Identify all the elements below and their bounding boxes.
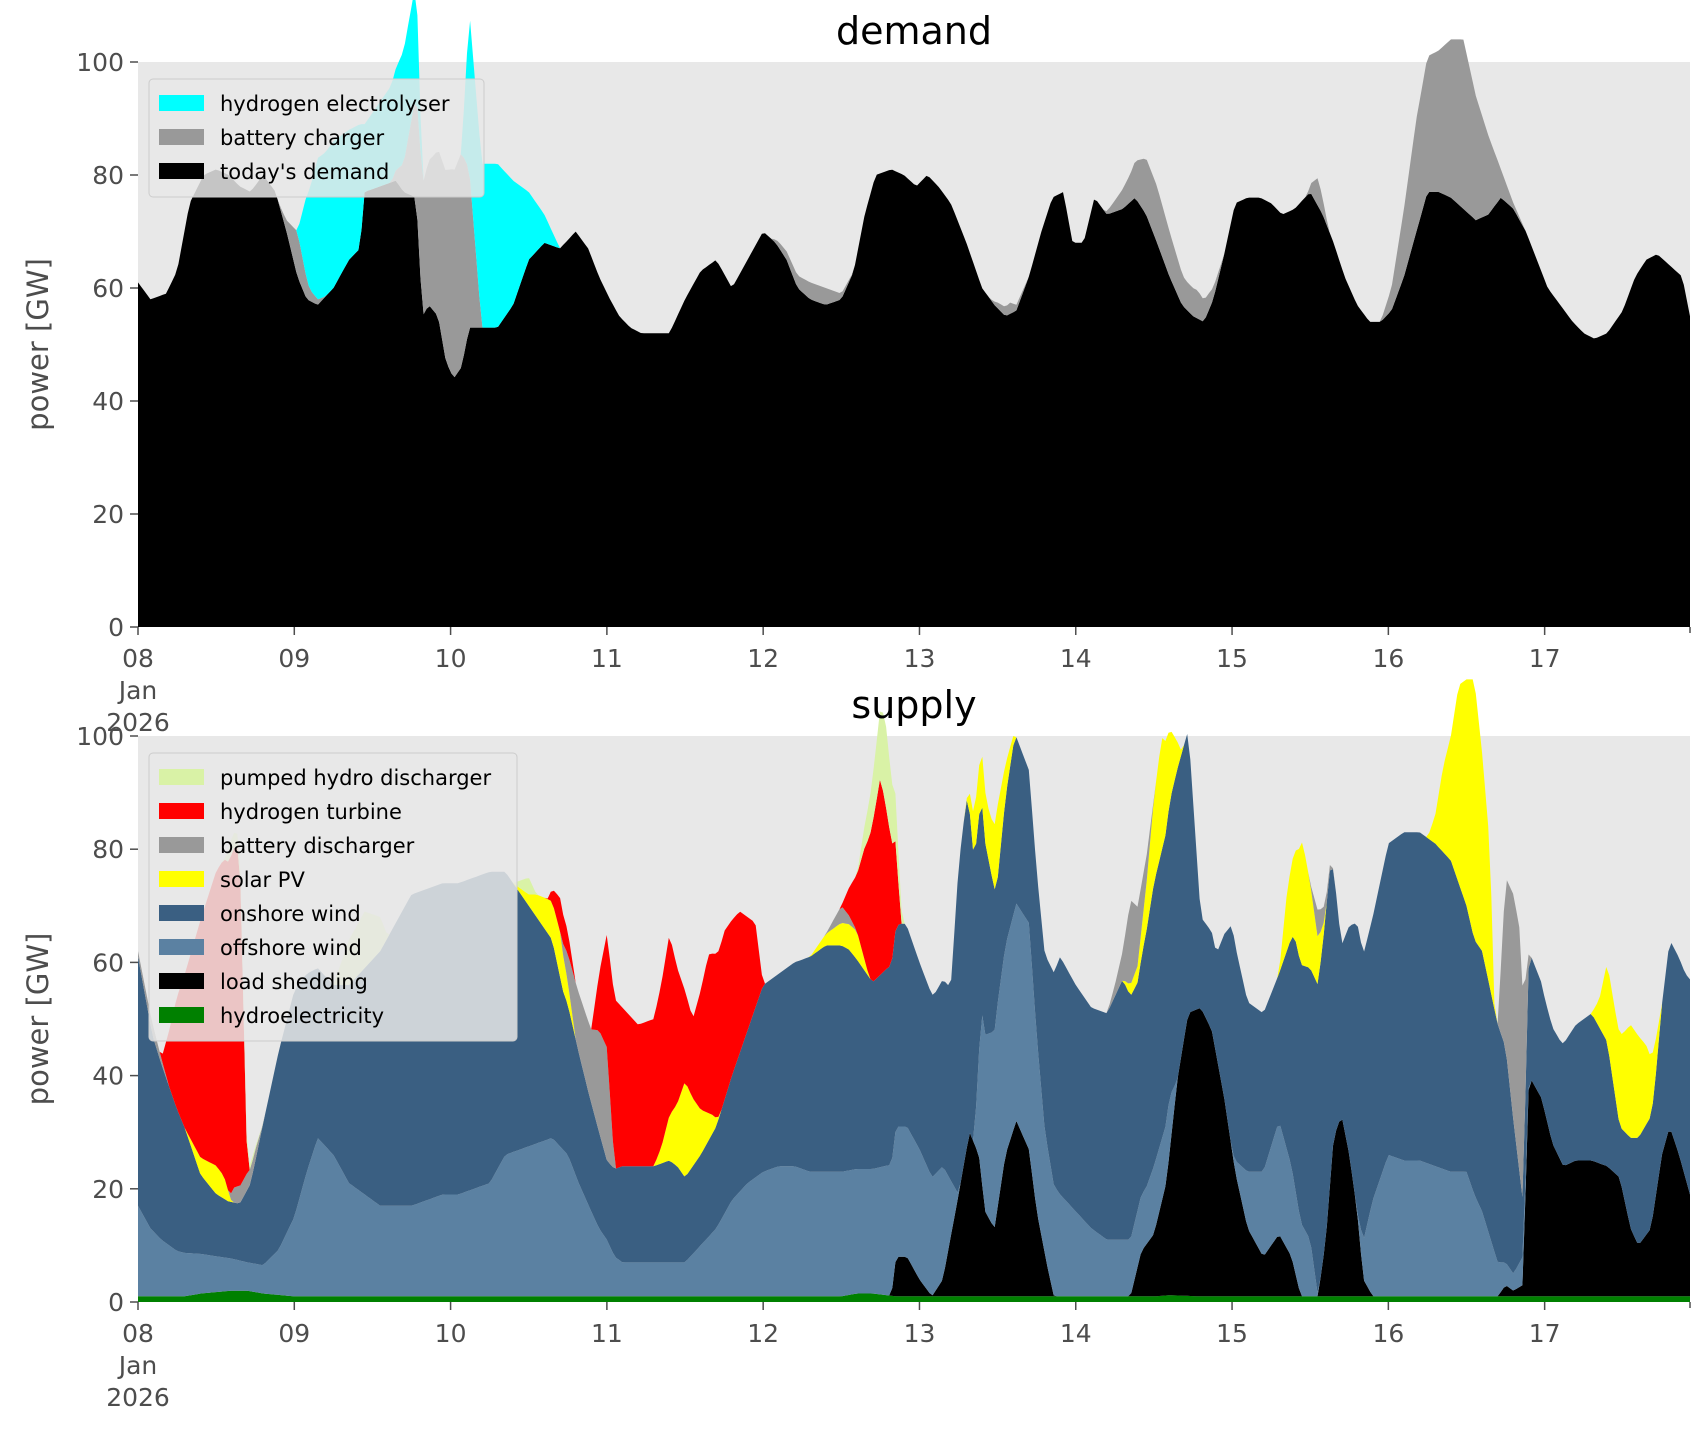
supply-x-tick-label: 12	[747, 1319, 779, 1348]
demand-title: demand	[836, 9, 992, 53]
supply-legend-swatch	[159, 1007, 204, 1023]
supply-area-offshore-wind	[138, 903, 1690, 1297]
demand-x-tick-label: 12	[747, 644, 779, 673]
demand-legend-swatch	[159, 163, 204, 179]
demand-x-tick-sublabel: Jan	[117, 676, 158, 705]
demand-legend-label: battery charger	[220, 126, 385, 150]
demand-legend-swatch	[159, 95, 204, 111]
supply-legend-label: offshore wind	[220, 936, 362, 960]
supply-legend-swatch	[159, 973, 204, 989]
demand-y-axis-label: power [GW]	[21, 258, 55, 431]
demand-y-tick-label: 100	[76, 48, 124, 77]
demand-y-tick-label: 0	[108, 613, 124, 642]
supply-legend-swatch	[159, 837, 204, 853]
supply-y-tick-label: 20	[92, 1175, 124, 1204]
demand-y-tick-label: 40	[92, 387, 124, 416]
supply-area-load-shedding	[138, 1008, 1690, 1297]
demand-x-tick-label: 10	[435, 644, 467, 673]
supply-x-tick-label: 15	[1216, 1319, 1248, 1348]
supply-x-tick-label: 11	[591, 1319, 623, 1348]
supply-legend-label: load shedding	[220, 970, 368, 994]
supply-legend-swatch	[159, 939, 204, 955]
supply-y-tick-label: 0	[108, 1288, 124, 1317]
demand-x-tick-label: 08	[122, 644, 154, 673]
supply-y-tick-label: 100	[76, 722, 124, 751]
demand-area-hydrogen-electrolyser	[138, 0, 1690, 339]
supply-legend-box	[148, 752, 518, 1042]
demand-area-battery-charger	[138, 39, 1690, 378]
supply-legend-swatch	[159, 871, 204, 887]
supply-areas	[138, 679, 1690, 1302]
demand-area-today-s-demand	[138, 169, 1690, 627]
supply-x-tick-label: 17	[1529, 1319, 1561, 1348]
demand-legend: hydrogen electrolyser battery charger toda…	[148, 78, 485, 198]
supply-legend-label: pumped hydro discharger	[220, 766, 491, 790]
supply-x-tick-label: 14	[1060, 1319, 1092, 1348]
supply-x-tick-sublabel: 2026	[106, 1383, 170, 1412]
supply-x-tick-sublabel: Jan	[117, 1351, 158, 1380]
supply-y-tick-label: 60	[92, 948, 124, 977]
supply-y-axis-label: power [GW]	[21, 933, 55, 1106]
supply-x-tick-label: 13	[904, 1319, 936, 1348]
supply-y-tick-label: 40	[92, 1062, 124, 1091]
supply-legend-swatch	[159, 905, 204, 921]
demand-y-tick-label: 60	[92, 274, 124, 303]
supply-legend-swatch	[159, 803, 204, 819]
supply-axes: 0 20 40 60 80 100 08 Jan 2026 09 10 11 12 13 14 15 16 17	[76, 722, 1691, 1412]
supply-legend: pumped hydro discharger hydrogen turbine b…	[148, 752, 518, 1042]
supply-legend-label: hydrogen turbine	[220, 800, 402, 824]
demand-x-tick-label: 09	[278, 644, 310, 673]
demand-legend-box	[148, 78, 485, 198]
demand-x-tick-label: 16	[1372, 644, 1404, 673]
demand-x-tick-label: 15	[1216, 644, 1248, 673]
demand-x-tick-sublabel: 2026	[106, 708, 170, 737]
supply-legend-swatch	[159, 769, 204, 785]
supply-y-tick-label: 80	[92, 835, 124, 864]
demand-x-tick-label: 14	[1060, 644, 1092, 673]
supply-x-tick-label: 16	[1372, 1319, 1404, 1348]
supply-x-tick-label: 08	[122, 1319, 154, 1348]
supply-x-tick-label: 09	[278, 1319, 310, 1348]
supply-title: supply	[851, 683, 976, 727]
supply-legend-label: battery discharger	[220, 834, 415, 858]
demand-legend-label: today's demand	[220, 160, 389, 184]
demand-x-tick-label: 13	[904, 644, 936, 673]
supply-area-onshore-wind	[138, 734, 1690, 1293]
demand-legend-swatch	[159, 129, 204, 145]
demand-legend-label: hydrogen electrolyser	[220, 92, 450, 116]
demand-y-tick-label: 20	[92, 500, 124, 529]
supply-legend-label: solar PV	[220, 868, 305, 892]
supply-legend-label: hydroelectricity	[220, 1004, 384, 1028]
demand-x-tick-label: 11	[591, 644, 623, 673]
demand-x-tick-label: 17	[1529, 644, 1561, 673]
demand-areas	[138, 0, 1690, 627]
supply-x-tick-label: 10	[435, 1319, 467, 1348]
demand-axes: 0 20 40 60 80 100 08 Jan 2026 09 10 11 12 13 14 15 16 17	[76, 48, 1691, 737]
demand-y-tick-label: 80	[92, 161, 124, 190]
supply-area-hydroelectricity	[138, 1290, 1690, 1302]
supply-legend-label: onshore wind	[220, 902, 361, 926]
